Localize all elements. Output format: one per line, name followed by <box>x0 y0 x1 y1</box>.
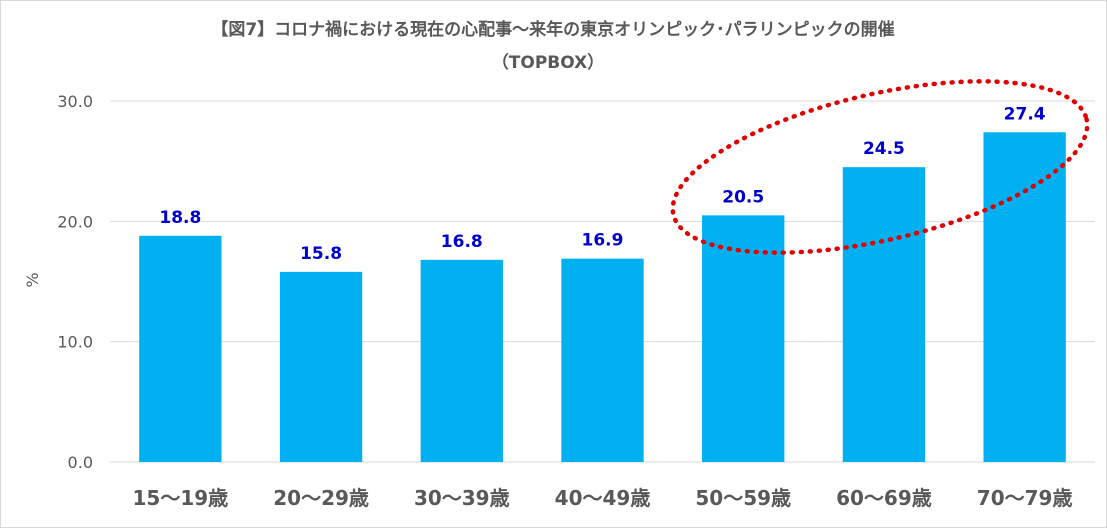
x-category-label: 70～79歳 <box>977 486 1073 510</box>
bar <box>279 271 363 462</box>
data-labels: 18.8 15.8 16.8 16.9 20.5 24.5 27.4 <box>159 104 1045 264</box>
data-label: 20.5 <box>722 187 764 207</box>
bars <box>139 132 1066 462</box>
highlight-ellipse <box>670 79 1090 255</box>
x-category-label: 15～19歳 <box>133 486 229 510</box>
bar <box>139 235 222 462</box>
data-label: 18.8 <box>159 208 201 228</box>
y-tick-label: 20.0 <box>57 212 93 231</box>
highlight-group <box>670 79 1090 255</box>
bar <box>702 215 785 462</box>
y-axis-ticks: 0.0 10.0 20.0 30.0 <box>57 92 93 472</box>
data-label: 24.5 <box>863 139 905 159</box>
bar <box>842 167 926 462</box>
x-category-label: 50～59歳 <box>695 486 791 510</box>
y-tick-label: 30.0 <box>57 92 93 111</box>
x-category-label: 30～39歳 <box>414 486 510 510</box>
data-label: 16.9 <box>582 231 624 251</box>
data-label: 16.8 <box>441 232 483 252</box>
y-axis-title: % <box>23 272 42 287</box>
data-label: 15.8 <box>300 244 342 264</box>
x-category-label: 40～49歳 <box>555 486 651 510</box>
y-tick-label: 0.0 <box>68 453 93 472</box>
y-tick-label: 10.0 <box>57 333 93 352</box>
bar <box>983 132 1066 462</box>
chart-subtitle: （TOPBOX） <box>492 52 604 73</box>
data-label: 27.4 <box>1004 104 1046 124</box>
x-category-label: 20～29歳 <box>273 486 369 510</box>
bar <box>420 259 503 462</box>
x-category-label: 60～69歳 <box>836 486 932 510</box>
bar <box>561 258 644 462</box>
chart-title: 【図7】コロナ禍における現在の心配事～来年の東京オリンピック･パラリンピックの開… <box>211 19 894 40</box>
x-axis-categories: 15～19歳 20～29歳 30～39歳 40～49歳 50～59歳 60～69歳 70～7… <box>133 486 1073 510</box>
